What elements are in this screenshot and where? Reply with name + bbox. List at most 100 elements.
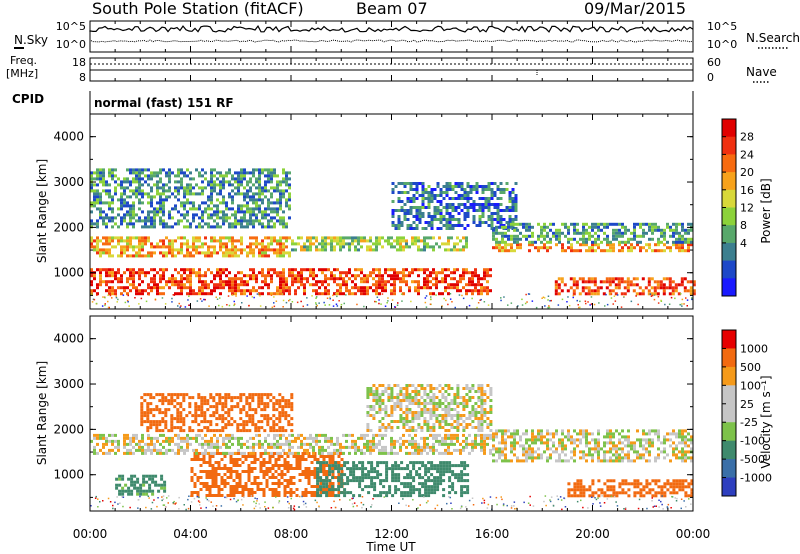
scatter-cell-0-7 [114, 186, 117, 190]
scatter-cell-0-3 [496, 185, 500, 188]
scatter-cell-1-0 [253, 482, 257, 485]
scatter-cell-0-7 [240, 177, 243, 181]
scatter-cell-0-0 [138, 271, 141, 275]
scatter-cell-1-1 [340, 491, 344, 495]
scatter-cell-1-2 [327, 451, 330, 455]
scatter-cell-0-7 [288, 207, 291, 211]
scatter-cell-1-2 [444, 442, 447, 446]
scatter-cell-0-5 [657, 228, 660, 232]
scatter-cell-0-1 [213, 236, 216, 240]
scatter-cell-0-7 [246, 195, 249, 199]
scatter-cell-1-1 [391, 473, 395, 477]
scatter-cell-1-2 [174, 433, 177, 437]
scatter-cell-0-0 [456, 286, 459, 290]
scatter-cell-1-1 [343, 473, 347, 477]
clutter-speck [681, 305, 683, 307]
scatter-cell-0-0 [294, 280, 297, 284]
scatter-cell-0-7 [210, 186, 213, 190]
scatter-cell-0-7 [153, 225, 156, 229]
scatter-cell-0-0 [339, 289, 342, 293]
scatter-cell-0-0 [246, 283, 249, 287]
scatter-cell-1-3 [471, 426, 475, 429]
scatter-cell-0-4 [546, 246, 549, 250]
scatter-cell-0-7 [198, 204, 201, 208]
scatter-cell-0-5 [558, 240, 561, 244]
scatter-cell-0-7 [90, 222, 93, 226]
clutter-speck [561, 298, 564, 301]
scatter-cell-1-0 [205, 473, 209, 476]
scatter-cell-1-2 [348, 433, 351, 437]
clutter-speck [221, 305, 224, 308]
scatter-cell-0-3 [484, 185, 488, 188]
scatter-cell-0-4 [585, 249, 588, 253]
scatter-cell-1-1 [367, 473, 371, 477]
scatter-cell-1-2 [288, 445, 291, 449]
scatter-cell-0-7 [192, 204, 195, 208]
scatter-cell-1-4 [516, 432, 519, 436]
scatter-cell-0-6 [611, 277, 615, 281]
scatter-cell-1-0 [247, 455, 251, 458]
scatter-cell-1-3 [477, 387, 481, 390]
scatter-cell-1-0 [295, 461, 299, 464]
clutter-speck [653, 298, 656, 301]
scatter-cell-1-2 [462, 433, 465, 437]
scatter-cell-1-0 [235, 482, 239, 485]
scatter-cell-0-1 [129, 254, 132, 258]
scatter-cell-0-0 [414, 280, 417, 284]
scatter-cell-0-0 [195, 292, 198, 296]
scatter-cell-0-0 [192, 292, 195, 296]
scatter-cell-0-5 [669, 234, 672, 238]
scatter-cell-0-0 [90, 274, 93, 278]
scatter-cell-1-2 [129, 439, 132, 443]
scatter-cell-0-5 [501, 237, 504, 241]
scatter-cell-1-0 [289, 482, 293, 485]
scatter-cell-0-5 [540, 240, 543, 244]
scatter-cell-0-7 [252, 213, 255, 217]
scatter-cell-1-0 [253, 491, 257, 494]
scatter-cell-1-2 [270, 442, 273, 446]
scatter-cell-0-7 [93, 195, 96, 199]
scatter-cell-0-7 [252, 171, 255, 175]
scatter-cell-0-0 [174, 277, 177, 281]
scatter-cell-1-2 [156, 436, 159, 440]
scatter-cell-0-3 [427, 191, 431, 194]
scatter-cell-0-5 [495, 228, 498, 232]
scatter-cell-1-0 [241, 488, 245, 491]
clutter-speck [356, 303, 358, 306]
scatter-cell-1-2 [303, 448, 306, 452]
scatter-cell-0-5 [636, 222, 639, 226]
scatter-cell-0-0 [252, 277, 255, 281]
scatter-cell-0-3 [391, 215, 395, 218]
scatter-cell-0-3 [424, 188, 428, 191]
scatter-cell-0-7 [207, 198, 210, 202]
scatter-cell-0-7 [90, 219, 93, 223]
scatter-cell-1-2 [93, 448, 96, 452]
scatter-cell-0-0 [288, 289, 291, 293]
scatter-cell-0-7 [252, 201, 255, 205]
scatter-cell-1-3 [459, 417, 463, 420]
scatter-cell-0-7 [213, 219, 216, 223]
scatter-cell-0-0 [444, 286, 447, 290]
scatter-cell-1-1 [448, 461, 452, 465]
scatter-cell-1-2 [318, 439, 321, 443]
scatter-cell-1-2 [414, 439, 417, 443]
scatter-cell-1-1 [334, 488, 338, 492]
scatter-cell-0-1 [186, 245, 189, 249]
scatter-cell-1-2 [114, 451, 117, 455]
scatter-cell-0-5 [672, 234, 675, 238]
scatter-cell-0-0 [324, 292, 327, 296]
scatter-cell-0-5 [642, 228, 645, 232]
scatter-cell-1-0 [331, 491, 335, 494]
scatter-cell-0-0 [477, 292, 480, 296]
scatter-cell-0-6 [554, 280, 558, 284]
scatter-cell-1-0 [190, 494, 194, 497]
scatter-cell-0-0 [171, 280, 174, 284]
scatter-cell-0-5 [639, 222, 642, 226]
scatter-cell-0-0 [99, 274, 102, 278]
scatter-cell-1-3 [444, 384, 448, 387]
scatter-cell-0-7 [237, 210, 240, 214]
scatter-cell-0-7 [141, 225, 144, 229]
scatter-cell-1-1 [316, 467, 320, 471]
scatter-cell-0-7 [267, 177, 270, 181]
scatter-cell-0-1 [258, 242, 261, 246]
